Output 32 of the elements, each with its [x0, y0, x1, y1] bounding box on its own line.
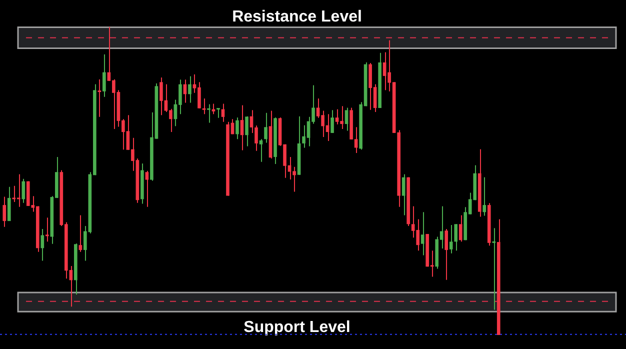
candlestick	[102, 54, 106, 98]
candlestick	[2, 196, 6, 228]
candlestick	[22, 178, 26, 204]
candlestick	[402, 174, 406, 216]
candlestick	[245, 116, 248, 147]
candlestick	[420, 212, 424, 256]
candlestick	[264, 112, 268, 144]
candlestick	[444, 228, 448, 280]
candlestick	[188, 76, 192, 104]
candlestick	[492, 228, 496, 310]
candlestick	[482, 176, 486, 216]
candlestick	[40, 228, 44, 262]
band-label: Support Level	[244, 319, 350, 336]
band-label: Resistance Level	[232, 8, 362, 26]
candlestick	[202, 98, 206, 115]
candlestick	[240, 104, 244, 151]
candlestick	[259, 138, 263, 162]
candlestick	[207, 104, 210, 124]
candlestick	[458, 214, 462, 242]
candlestick	[330, 110, 334, 134]
candlestick	[45, 217, 49, 242]
candlestick	[221, 103, 225, 122]
candlestick	[7, 186, 11, 222]
candlestick	[454, 224, 458, 252]
candlestick	[212, 103, 216, 115]
candlestick	[449, 224, 453, 254]
candlestick	[78, 214, 82, 252]
candlestick	[344, 107, 348, 132]
candlestick	[236, 117, 239, 140]
candlestick	[145, 170, 149, 208]
candlestick	[98, 78, 102, 118]
candlestick	[216, 108, 220, 118]
